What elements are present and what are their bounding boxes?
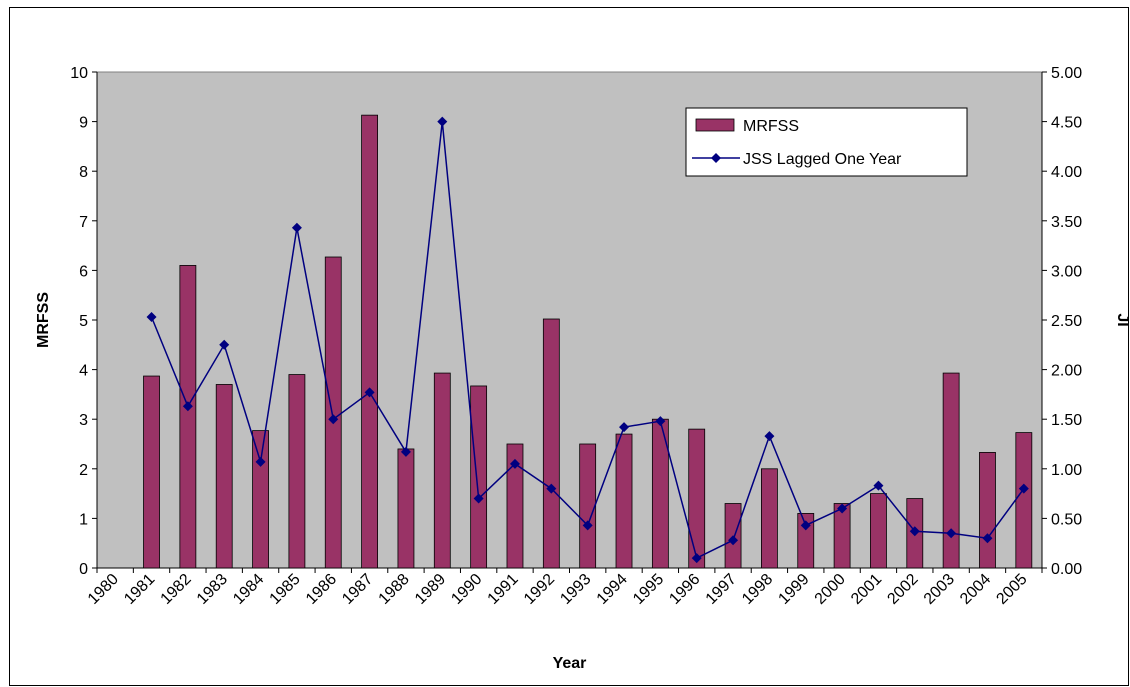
line-marker [437,116,448,127]
line-marker [219,339,230,350]
line-marker [473,493,484,504]
y2-tick-label: 2.00 [1051,363,1082,380]
y-tick-label: 9 [79,115,88,132]
line-marker [291,222,302,233]
bar [542,318,560,569]
line-marker [982,533,993,544]
bar [288,374,306,569]
y2-tick-label: 1.00 [1051,462,1082,479]
bar [215,384,233,569]
legend-label: JSS Lagged One Year [743,151,902,168]
y2-tick-label: 4.00 [1051,164,1082,181]
line-marker [800,520,811,531]
line-marker [728,535,739,546]
bar [252,430,269,569]
y2-tick-label: 3.50 [1051,214,1082,231]
line-marker [619,422,630,433]
line-marker [1018,483,1029,494]
bar [942,372,960,569]
bar [870,493,887,569]
x-axis-title: Year [553,655,587,672]
y-tick-label: 6 [79,263,88,280]
line-marker [873,480,884,491]
y-tick-label: 2 [79,462,88,479]
line-marker [546,483,557,494]
bar [361,114,378,569]
y-axis-title: MRFSS [35,292,52,348]
bar [397,448,415,569]
bar [1015,432,1033,569]
y2-tick-label: 0.00 [1051,561,1082,578]
y2-tick-label: 3.00 [1051,263,1082,280]
bar [470,385,488,569]
line-marker [328,414,339,425]
line-marker [582,520,593,531]
y-tick-label: 8 [79,164,88,181]
line-marker [509,458,520,469]
line-marker [837,503,848,514]
y-tick-label: 1 [79,511,88,528]
bar [615,433,633,569]
y-tick-label: 7 [79,214,88,231]
bar [761,468,778,569]
bar [506,443,524,569]
line-marker [764,431,775,442]
y-tick-label: 10 [70,65,88,82]
y-tick-label: 4 [79,363,88,380]
y-tick-label: 3 [79,412,88,429]
y2-tick-label: 5.00 [1051,65,1082,82]
line-marker [655,416,666,427]
bar [688,428,706,569]
line-marker [909,526,920,537]
legend-label: MRFSS [743,118,799,135]
y2-axis-title: JI [1114,313,1130,326]
legend-swatch [695,118,735,132]
bar [433,372,451,569]
y-tick-label: 5 [79,313,88,330]
y2-tick-label: 4.50 [1051,115,1082,132]
y2-tick-label: 1.50 [1051,412,1082,429]
bar [143,375,160,569]
line-marker [364,387,375,398]
line-marker [146,312,157,323]
line-marker [400,446,411,457]
y2-tick-label: 2.50 [1051,313,1082,330]
line-marker [255,456,266,467]
bar [797,513,815,569]
legend-marker [711,153,721,163]
line-marker [691,553,702,564]
bar [579,443,597,569]
line-marker [182,401,193,412]
y-tick-label: 0 [79,561,88,578]
bar [979,452,996,569]
line-marker [946,528,957,539]
legend: MRFSS JSS Lagged One Year [685,107,968,177]
bar [179,265,197,569]
bar [324,256,342,569]
y2-tick-label: 0.50 [1051,511,1082,528]
